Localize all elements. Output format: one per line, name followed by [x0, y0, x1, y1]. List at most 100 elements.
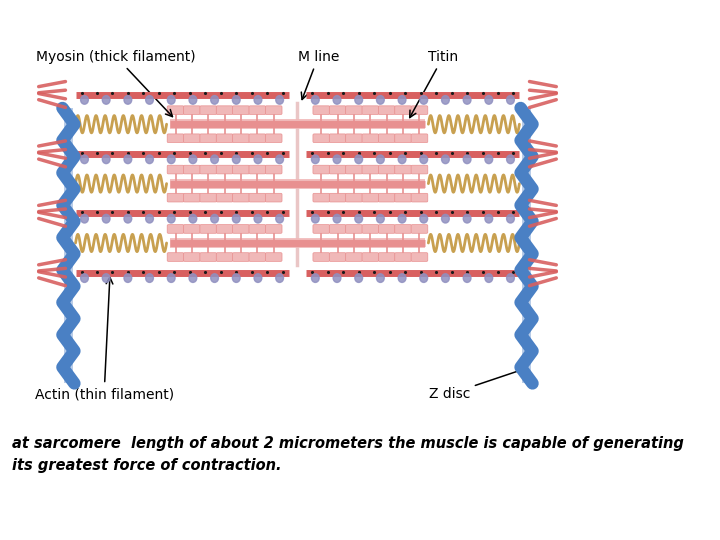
FancyBboxPatch shape	[167, 106, 184, 114]
Ellipse shape	[102, 96, 110, 104]
Ellipse shape	[211, 214, 218, 223]
Ellipse shape	[189, 214, 197, 223]
Ellipse shape	[398, 274, 406, 282]
FancyBboxPatch shape	[200, 106, 217, 114]
FancyBboxPatch shape	[200, 225, 217, 233]
FancyBboxPatch shape	[362, 193, 379, 202]
FancyBboxPatch shape	[233, 134, 249, 143]
FancyBboxPatch shape	[167, 253, 184, 261]
Ellipse shape	[233, 274, 240, 282]
Ellipse shape	[276, 96, 284, 104]
FancyBboxPatch shape	[249, 193, 266, 202]
FancyBboxPatch shape	[233, 193, 249, 202]
FancyBboxPatch shape	[379, 193, 395, 202]
Ellipse shape	[333, 214, 341, 223]
Ellipse shape	[81, 155, 89, 164]
FancyBboxPatch shape	[233, 165, 249, 174]
Ellipse shape	[485, 214, 492, 223]
Ellipse shape	[276, 274, 284, 282]
FancyBboxPatch shape	[200, 253, 217, 261]
FancyBboxPatch shape	[362, 225, 379, 233]
FancyBboxPatch shape	[184, 106, 200, 114]
Ellipse shape	[485, 274, 492, 282]
FancyBboxPatch shape	[313, 106, 330, 114]
FancyBboxPatch shape	[346, 134, 362, 143]
Ellipse shape	[233, 96, 240, 104]
Ellipse shape	[145, 274, 153, 282]
Ellipse shape	[420, 96, 428, 104]
FancyBboxPatch shape	[266, 106, 282, 114]
Text: Z disc: Z disc	[428, 368, 526, 401]
Ellipse shape	[102, 214, 110, 223]
FancyBboxPatch shape	[395, 134, 411, 143]
FancyBboxPatch shape	[346, 106, 362, 114]
Ellipse shape	[463, 274, 471, 282]
Ellipse shape	[355, 155, 363, 164]
Ellipse shape	[102, 155, 110, 164]
FancyBboxPatch shape	[313, 134, 330, 143]
FancyBboxPatch shape	[379, 253, 395, 261]
Ellipse shape	[463, 214, 471, 223]
FancyBboxPatch shape	[249, 165, 266, 174]
FancyBboxPatch shape	[313, 225, 330, 233]
Text: Titin: Titin	[410, 50, 459, 118]
FancyBboxPatch shape	[216, 253, 233, 261]
Text: Actin (thin filament): Actin (thin filament)	[35, 277, 174, 401]
FancyBboxPatch shape	[395, 225, 411, 233]
Ellipse shape	[312, 214, 319, 223]
FancyBboxPatch shape	[346, 253, 362, 261]
Ellipse shape	[420, 214, 428, 223]
Ellipse shape	[441, 274, 449, 282]
FancyBboxPatch shape	[233, 225, 249, 233]
Ellipse shape	[254, 274, 262, 282]
FancyBboxPatch shape	[266, 253, 282, 261]
Ellipse shape	[211, 274, 218, 282]
Ellipse shape	[254, 96, 262, 104]
Ellipse shape	[124, 274, 132, 282]
Ellipse shape	[81, 274, 89, 282]
Ellipse shape	[355, 96, 363, 104]
Ellipse shape	[377, 155, 384, 164]
Ellipse shape	[377, 96, 384, 104]
Ellipse shape	[189, 274, 197, 282]
Ellipse shape	[124, 96, 132, 104]
Ellipse shape	[233, 155, 240, 164]
Ellipse shape	[167, 155, 175, 164]
Text: Myosin (thick filament): Myosin (thick filament)	[36, 50, 196, 117]
FancyBboxPatch shape	[346, 225, 362, 233]
Ellipse shape	[145, 214, 153, 223]
Ellipse shape	[81, 96, 89, 104]
Ellipse shape	[312, 274, 319, 282]
FancyBboxPatch shape	[379, 165, 395, 174]
Ellipse shape	[124, 155, 132, 164]
FancyBboxPatch shape	[329, 106, 346, 114]
FancyBboxPatch shape	[266, 193, 282, 202]
FancyBboxPatch shape	[411, 253, 428, 261]
FancyBboxPatch shape	[216, 106, 233, 114]
FancyBboxPatch shape	[216, 134, 233, 143]
Ellipse shape	[441, 155, 449, 164]
FancyBboxPatch shape	[379, 134, 395, 143]
Ellipse shape	[211, 96, 218, 104]
Bar	[522, 108, 531, 383]
Ellipse shape	[102, 274, 110, 282]
Ellipse shape	[420, 155, 428, 164]
FancyBboxPatch shape	[200, 134, 217, 143]
FancyBboxPatch shape	[379, 106, 395, 114]
FancyBboxPatch shape	[329, 193, 346, 202]
FancyBboxPatch shape	[233, 106, 249, 114]
FancyBboxPatch shape	[266, 134, 282, 143]
FancyBboxPatch shape	[329, 225, 346, 233]
Ellipse shape	[398, 96, 406, 104]
FancyBboxPatch shape	[216, 165, 233, 174]
Ellipse shape	[124, 214, 132, 223]
Bar	[63, 108, 73, 383]
Ellipse shape	[167, 274, 175, 282]
FancyBboxPatch shape	[313, 193, 330, 202]
Ellipse shape	[312, 96, 319, 104]
Ellipse shape	[167, 214, 175, 223]
Ellipse shape	[189, 96, 197, 104]
Text: M line: M line	[297, 50, 339, 99]
Ellipse shape	[507, 155, 514, 164]
Ellipse shape	[145, 96, 153, 104]
